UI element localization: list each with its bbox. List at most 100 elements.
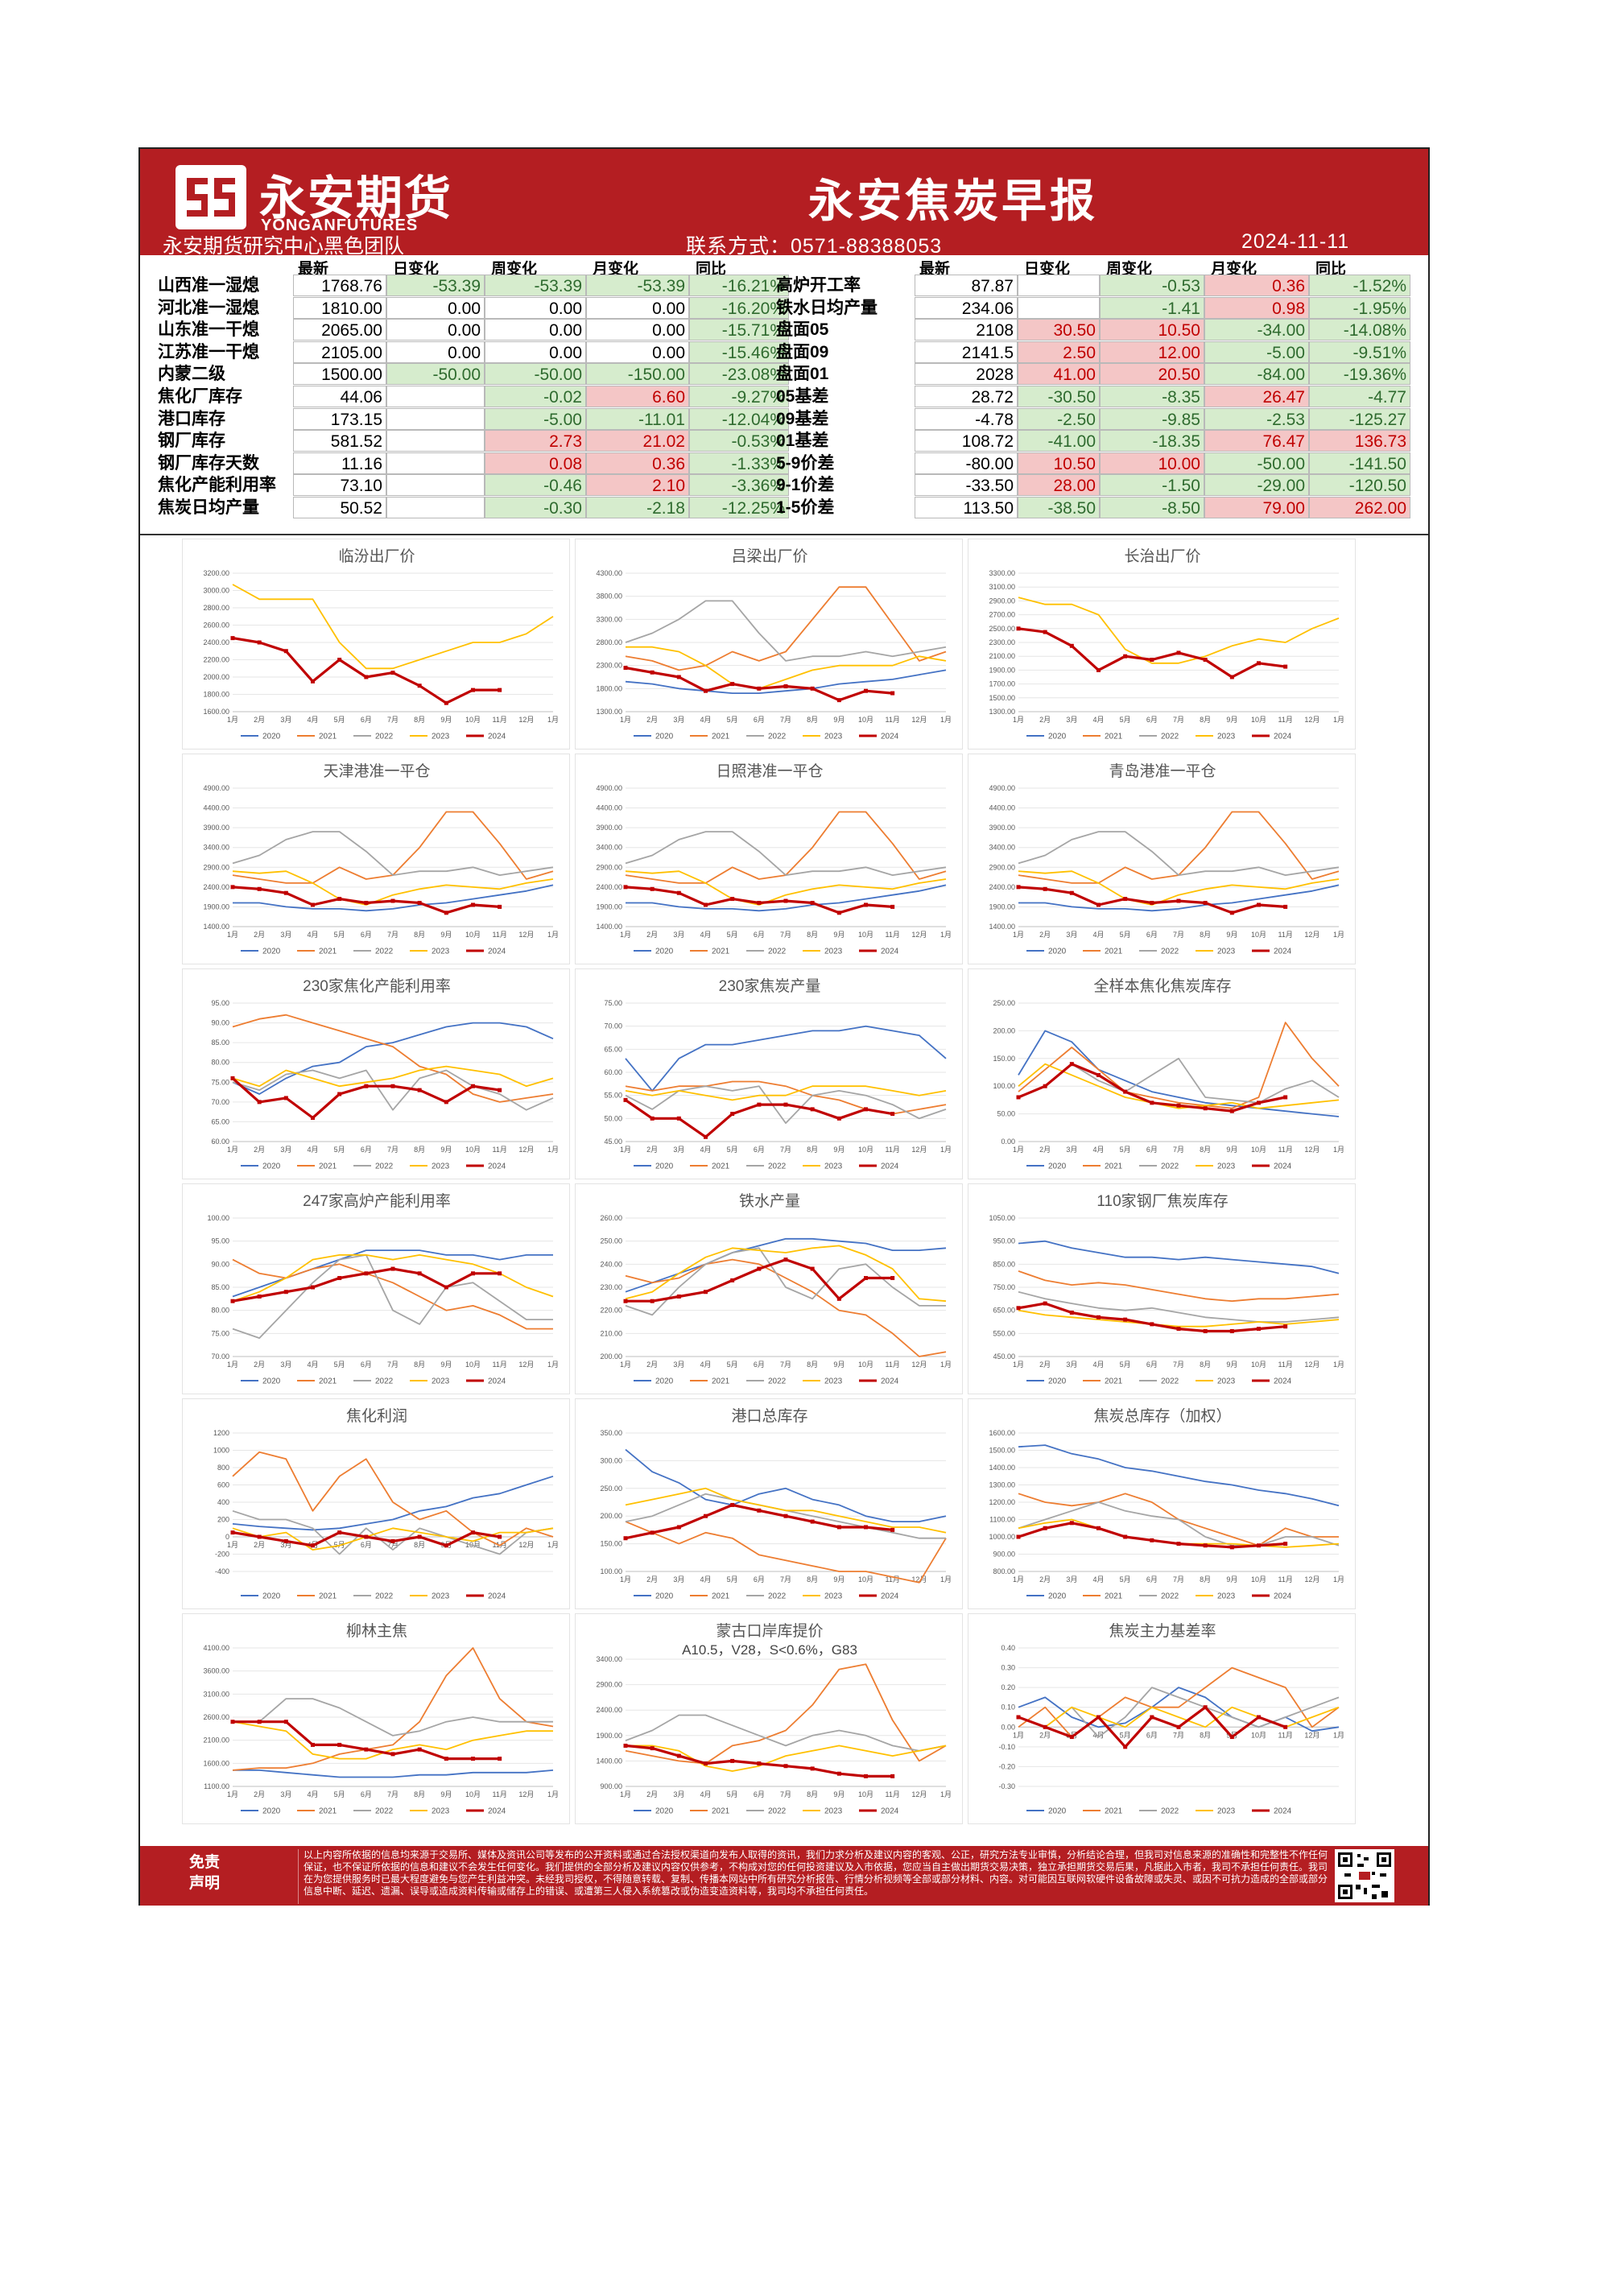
left-cell-yoy: -15.46% — [689, 341, 789, 363]
left-cell-day: 0.00 — [386, 341, 485, 363]
y-tick-label: 600 — [217, 1481, 229, 1489]
series-point-2024 — [704, 688, 708, 693]
x-tick-label: 12月 — [518, 1146, 534, 1154]
right-cell-week: 20.50 — [1100, 363, 1204, 386]
chart-title: 港口总库存 — [731, 1408, 808, 1425]
series-point-2024 — [444, 1757, 448, 1761]
left-cell-latest: 73.10 — [293, 474, 386, 497]
right-cell-week: -1.41 — [1100, 296, 1204, 319]
chart-panel: 60.00 65.00 70.00 75.00 80.00 85.00 90.00 95.00… — [182, 968, 570, 1179]
x-tick-label: 8月 — [1200, 1361, 1211, 1369]
series-point-2024 — [623, 666, 628, 671]
y-tick-label: 3200.00 — [203, 569, 229, 577]
series-point-2024 — [757, 901, 762, 906]
y-tick-label: 3300.00 — [596, 615, 622, 623]
x-tick-label: 4月 — [700, 716, 711, 724]
series-point-2024 — [1229, 911, 1234, 915]
x-tick-label: 11月 — [1278, 1575, 1292, 1584]
right-cell-latest: 2108 — [915, 319, 1018, 341]
right-cell-month: 0.36 — [1204, 275, 1309, 296]
x-tick-label: 2月 — [1039, 931, 1051, 939]
chart-panel: 1300.00 1500.00 1700.00 1900.00 2100.00 2300.… — [968, 539, 1356, 750]
series-point-2024 — [283, 1720, 288, 1724]
x-tick-label: 11月 — [492, 716, 506, 724]
y-tick-label: 50.00 — [604, 1114, 622, 1122]
x-tick-label: 12月 — [1304, 1731, 1319, 1739]
y-tick-label: 250.00 — [993, 999, 1015, 1007]
series-point-2024 — [444, 911, 448, 915]
legend-label: 2020 — [655, 1592, 674, 1601]
legend-label: 2024 — [1274, 733, 1292, 741]
series-point-2024 — [676, 1116, 681, 1121]
y-tick-label: 750.00 — [993, 1283, 1015, 1291]
legend-label: 2021 — [1105, 1377, 1123, 1386]
left-cell-month: 21.02 — [586, 430, 689, 452]
x-tick-label: 2月 — [1039, 1361, 1051, 1369]
x-tick-label: 3月 — [673, 716, 684, 724]
right-row-label: 05基差 — [776, 387, 829, 406]
legend-label: 2021 — [1105, 948, 1123, 956]
y-tick-label: 230.00 — [600, 1283, 622, 1291]
x-tick-label: 11月 — [492, 931, 506, 939]
x-tick-label: 5月 — [334, 1361, 345, 1369]
left-table-row: 焦化厂库存 44.06 -0.02 6.60 -9.27% — [140, 386, 1428, 407]
chart-subtitle: A10.5，V28，S<0.6%，G83 — [682, 1642, 857, 1658]
chart-panel: 1600.00 1800.00 2000.00 2200.00 2400.00 2600.… — [182, 539, 570, 750]
x-tick-label: 1月 — [547, 1790, 559, 1798]
left-header-latest: 最新 — [298, 261, 329, 278]
right-row-label: 01基差 — [776, 432, 829, 451]
y-tick-label: 2400.00 — [596, 1706, 622, 1714]
series-point-2024 — [704, 1513, 708, 1518]
left-table-row: 焦化产能利用率 73.10 -0.46 2.10 -3.36% — [140, 474, 1428, 497]
disclaimer-label-line2: 声明 — [188, 1875, 220, 1892]
legend-label: 2024 — [488, 1592, 506, 1601]
series-line-2022 — [1018, 831, 1340, 876]
x-tick-label: 8月 — [414, 1541, 425, 1549]
series-point-2024 — [390, 671, 395, 675]
y-tick-label: 1900.00 — [989, 902, 1015, 911]
series-point-2024 — [676, 890, 681, 895]
legend-label: 2020 — [262, 1162, 281, 1171]
x-tick-label: 1月 — [227, 1146, 238, 1154]
x-tick-label: 5月 — [334, 931, 345, 939]
series-point-2024 — [444, 1285, 448, 1290]
x-tick-label: 9月 — [440, 716, 452, 724]
series-line-2020 — [626, 884, 947, 912]
left-cell-month: 0.00 — [586, 341, 689, 363]
x-tick-label: 9月 — [833, 716, 845, 724]
x-tick-label: 10月 — [858, 1790, 873, 1798]
right-table-row: 9-1价差 -33.50 28.00 -1.50 -29.00 -120.50 — [140, 474, 1428, 497]
chart-svg: -400-2000200400600800100012001月2月3月4月5月6… — [213, 1429, 559, 1601]
x-tick-label: 3月 — [673, 1575, 684, 1584]
chart-title: 临汾出厂价 — [338, 548, 415, 565]
series-point-2024 — [1096, 1526, 1101, 1530]
series-point-2024 — [1176, 650, 1181, 655]
y-tick-label: 200 — [217, 1516, 229, 1524]
series-line-2024 — [232, 886, 500, 915]
x-tick-label: 2月 — [646, 716, 658, 724]
chart-panel: -400-2000200400600800100012001月2月3月4月5月6… — [182, 1398, 570, 1609]
series-point-2024 — [311, 679, 315, 683]
chart-svg: 200.00 210.00 220.00 230.00 240.00 250.00 260.… — [600, 1214, 952, 1386]
y-tick-label: 80.00 — [211, 1059, 229, 1067]
right-row-label: 09基差 — [776, 409, 829, 428]
series-line-2022 — [1018, 1501, 1340, 1546]
right-row-label: 9-1价差 — [776, 476, 835, 495]
series-point-2024 — [676, 1753, 681, 1758]
y-tick-label: 1300.00 — [596, 708, 622, 716]
series-point-2024 — [337, 1742, 342, 1747]
y-tick-label: 100.00 — [993, 1082, 1015, 1090]
x-tick-label: 5月 — [1120, 1146, 1131, 1154]
y-tick-label: 1600.00 — [203, 1759, 229, 1767]
legend-label: 2022 — [1161, 1592, 1179, 1601]
series-line-2023 — [625, 870, 947, 906]
y-tick-label: 1400.00 — [203, 923, 229, 931]
legend-label: 2022 — [768, 1592, 787, 1601]
chart-panel: 1400.00 1900.00 2400.00 2900.00 3400.00 3900.… — [968, 754, 1356, 964]
y-tick-label: 50.00 — [997, 1110, 1015, 1118]
left-table-row: 焦炭日均产量 50.52 -0.30 -2.18 -12.25% — [140, 497, 1428, 518]
legend-label: 2023 — [432, 1162, 450, 1171]
chart-svg: 1400.00 1900.00 2400.00 2900.00 3400.00 3900.… — [596, 784, 952, 956]
x-tick-label: 11月 — [1278, 1361, 1292, 1369]
chart-title: 110家钢厂焦炭库存 — [1096, 1193, 1229, 1210]
